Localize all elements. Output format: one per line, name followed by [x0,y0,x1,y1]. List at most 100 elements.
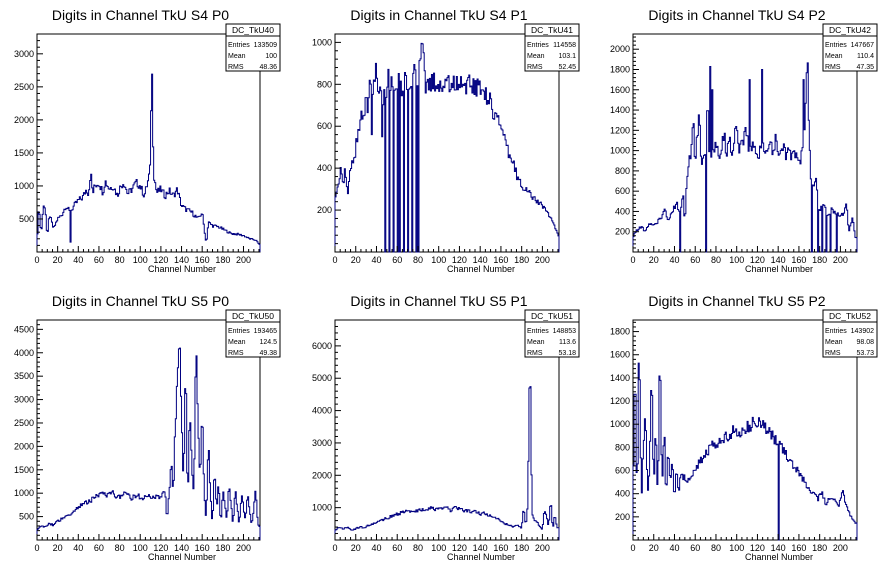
y-tick-label: 2000 [14,115,34,125]
x-tick-label: 20 [649,543,659,553]
x-tick-label: 40 [371,543,381,553]
x-tick-label: 100 [133,255,148,265]
histogram-pad-3: Digits in Channel TkU S4 P2 0 20 40 60 80 100 1… [610,7,878,274]
stats-name: DC_TkU51 [531,311,573,321]
x-tick-label: 200 [833,543,848,553]
plot-title: Digits in Channel TkU S4 P1 [350,7,527,23]
stats-value-rms: 49.38 [259,350,277,357]
y-tick-label: 1400 [610,105,630,115]
x-axis-label: Channel Number [447,552,515,562]
x-tick-label: 40 [371,255,381,265]
x-tick-label: 180 [812,255,827,265]
stats-name: DC_TkU41 [531,25,573,35]
stats-label-entries: Entries [228,42,250,49]
y-tick-label: 1600 [610,85,630,95]
y-tick-label: 400 [615,206,630,216]
x-tick-label: 200 [236,543,251,553]
x-tick-label: 140 [174,543,189,553]
plot-frame [36,319,261,541]
plot-frame [632,33,858,253]
y-tick-label: 3000 [14,49,34,59]
x-tick-label: 100 [133,543,148,553]
x-tick-label: 160 [195,255,210,265]
x-tick-label: 100 [729,543,744,553]
y-tick-label: 800 [615,442,630,452]
stats-box: DC_TkU42 Entries 147667 Mean 110.4 RMS 47.35 [822,23,878,72]
histogram-series [632,62,858,253]
y-tick-label: 400 [317,163,332,173]
x-tick-label: 40 [669,255,679,265]
y-tick-label: 800 [317,79,332,89]
x-tick-label: 20 [53,255,63,265]
y-tick-label: 3000 [14,395,34,405]
x-tick-label: 60 [94,255,104,265]
stats-value-mean: 100 [265,53,277,60]
stats-box: DC_TkU51 Entries 148853 Mean 113.6 RMS 53.18 [524,309,580,358]
y-tick-label: 1800 [610,64,630,74]
stats-name: DC_TkU50 [232,311,274,321]
x-tick-label: 120 [750,255,765,265]
stats-label-mean: Mean [825,339,843,346]
stats-value-rms: 53.73 [856,350,874,357]
stats-value-entries: 148853 [553,328,576,335]
stats-name: DC_TkU42 [829,25,871,35]
y-tick-label: 3500 [14,371,34,381]
x-tick-label: 200 [535,255,550,265]
histogram-series [36,73,261,252]
stats-label-rms: RMS [228,64,244,71]
x-tick-label: 0 [332,543,337,553]
x-tick-label: 0 [630,543,635,553]
stats-value-mean: 110.4 [857,53,874,60]
y-tick-label: 200 [615,512,630,522]
x-tick-label: 80 [711,543,721,553]
plot-title: Digits in Channel TkU S4 P0 [52,7,229,23]
y-tick-label: 5000 [312,373,332,383]
y-tick-label: 600 [317,121,332,131]
stats-value-entries: 147667 [851,42,874,49]
stats-box-frame [822,23,878,72]
y-tick-label: 4500 [14,324,34,334]
plot-title: Digits in Channel TkU S4 P2 [648,7,825,23]
histogram-series [334,386,560,540]
x-tick-label: 100 [431,255,446,265]
plot-title: Digits in Channel TkU S5 P2 [648,293,825,309]
x-tick-label: 60 [690,543,700,553]
y-tick-label: 1200 [610,125,630,135]
y-tick-label: 3000 [312,438,332,448]
x-axis-label: Channel Number [745,552,813,562]
x-tick-label: 140 [473,543,488,553]
plot-frame [36,33,261,253]
x-tick-label: 100 [729,255,744,265]
stats-label-rms: RMS [825,64,841,71]
stats-box-frame [524,309,580,358]
stats-label-entries: Entries [527,328,549,335]
stats-value-entries: 193465 [254,328,277,335]
histogram-pad-2: Digits in Channel TkU S4 P1 0 20 40 60 80 100 1… [312,7,580,274]
stats-label-rms: RMS [527,350,543,357]
stats-box-frame [225,309,281,358]
stats-value-mean: 98.08 [856,339,874,346]
y-tick-label: 1000 [610,146,630,156]
x-tick-label: 120 [153,255,168,265]
x-tick-label: 140 [771,255,786,265]
stats-value-mean: 124.5 [259,339,277,346]
y-tick-label: 2000 [312,470,332,480]
stats-value-rms: 48.36 [259,64,277,71]
x-tick-label: 0 [34,543,39,553]
histogram-series [36,347,261,540]
y-tick-label: 200 [615,227,630,237]
x-axis-label: Channel Number [745,264,813,274]
x-tick-label: 140 [771,543,786,553]
y-tick-label: 600 [615,466,630,476]
stats-value-rms: 53.18 [558,350,576,357]
stats-name: DC_TkU40 [232,25,274,35]
stats-value-mean: 113.6 [559,339,576,346]
histogram-pad-4: Digits in Channel TkU S5 P0 0 20 40 60 80 100 1… [14,293,281,562]
histogram-series [334,42,560,253]
y-tick-label: 400 [615,489,630,499]
plot-frame [632,319,858,541]
x-tick-label: 20 [351,543,361,553]
x-tick-label: 180 [514,255,529,265]
plot-title: Digits in Channel TkU S5 P0 [52,293,229,309]
